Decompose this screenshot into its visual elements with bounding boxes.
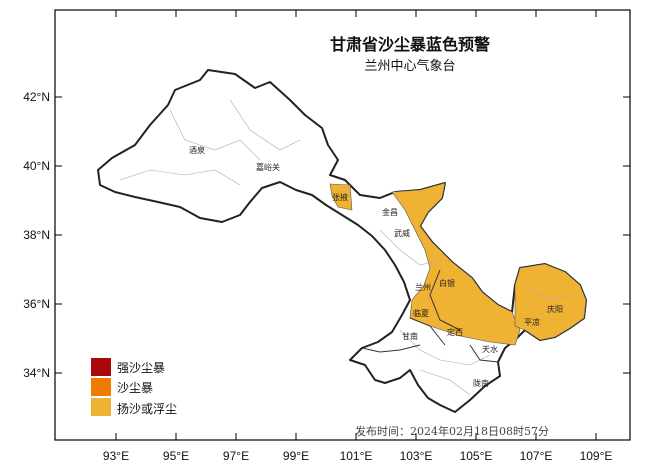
- lat-label: 34°N: [23, 366, 50, 380]
- legend-label-sandstorm: 沙尘暴: [117, 381, 153, 395]
- city-label: 白银: [439, 278, 455, 288]
- map-frame: [54, 9, 631, 441]
- map-subtitle: 兰州中心气象台: [364, 58, 455, 74]
- longitude-axis: 93°E 95°E 97°E 99°E 101°E 103°E 105°E 107°E 109°…: [103, 10, 612, 463]
- lon-label: 99°E: [283, 449, 309, 463]
- city-label: 天水: [482, 344, 498, 354]
- warning-area-central: [391, 182, 521, 346]
- warning-area-blowing-dust: [329, 182, 587, 346]
- lon-label: 107°E: [520, 449, 553, 463]
- lon-label: 105°E: [460, 449, 493, 463]
- warning-area-zhangye: [329, 183, 353, 211]
- issue-time: 发布时间：2024年02月18日08时57分: [355, 424, 549, 438]
- city-label: 嘉峪关: [256, 162, 280, 172]
- lon-label: 109°E: [580, 449, 613, 463]
- legend-swatch-severe-sandstorm: [91, 358, 111, 376]
- latitude-axis: 42°N 40°N 38°N 36°N 34°N: [23, 90, 630, 380]
- city-label: 张掖: [332, 192, 348, 202]
- warning-area-qingyang: [514, 263, 587, 341]
- lon-label: 97°E: [223, 449, 249, 463]
- city-label: 定西: [447, 327, 463, 337]
- legend-swatch-blowing-dust: [91, 398, 111, 416]
- lon-label: 93°E: [103, 449, 129, 463]
- legend-swatch-sandstorm: [91, 378, 111, 396]
- lon-label: 101°E: [340, 449, 373, 463]
- city-label: 金昌: [382, 207, 398, 217]
- lat-label: 36°N: [23, 297, 50, 311]
- lat-label: 42°N: [23, 90, 50, 104]
- legend-label-blowing-dust: 扬沙或浮尘: [117, 401, 177, 416]
- city-boundaries: [361, 269, 499, 363]
- lon-label: 95°E: [163, 449, 189, 463]
- city-label: 武威: [394, 228, 410, 238]
- city-label: 临夏: [413, 308, 429, 318]
- lat-label: 40°N: [23, 159, 50, 173]
- city-label: 兰州: [415, 282, 431, 292]
- lat-label: 38°N: [23, 228, 50, 242]
- lon-label: 103°E: [400, 449, 433, 463]
- legend: 强沙尘暴 沙尘暴 扬沙或浮尘: [91, 358, 177, 416]
- county-boundaries: [119, 99, 571, 396]
- city-label: 陇南: [473, 378, 489, 388]
- city-label: 酒泉: [189, 145, 205, 155]
- map-title: 甘肃省沙尘暴蓝色预警: [330, 35, 490, 54]
- city-label: 庆阳: [547, 304, 563, 314]
- city-label: 平凉: [524, 317, 540, 327]
- city-label: 甘南: [402, 331, 418, 341]
- legend-label-severe-sandstorm: 强沙尘暴: [117, 361, 165, 375]
